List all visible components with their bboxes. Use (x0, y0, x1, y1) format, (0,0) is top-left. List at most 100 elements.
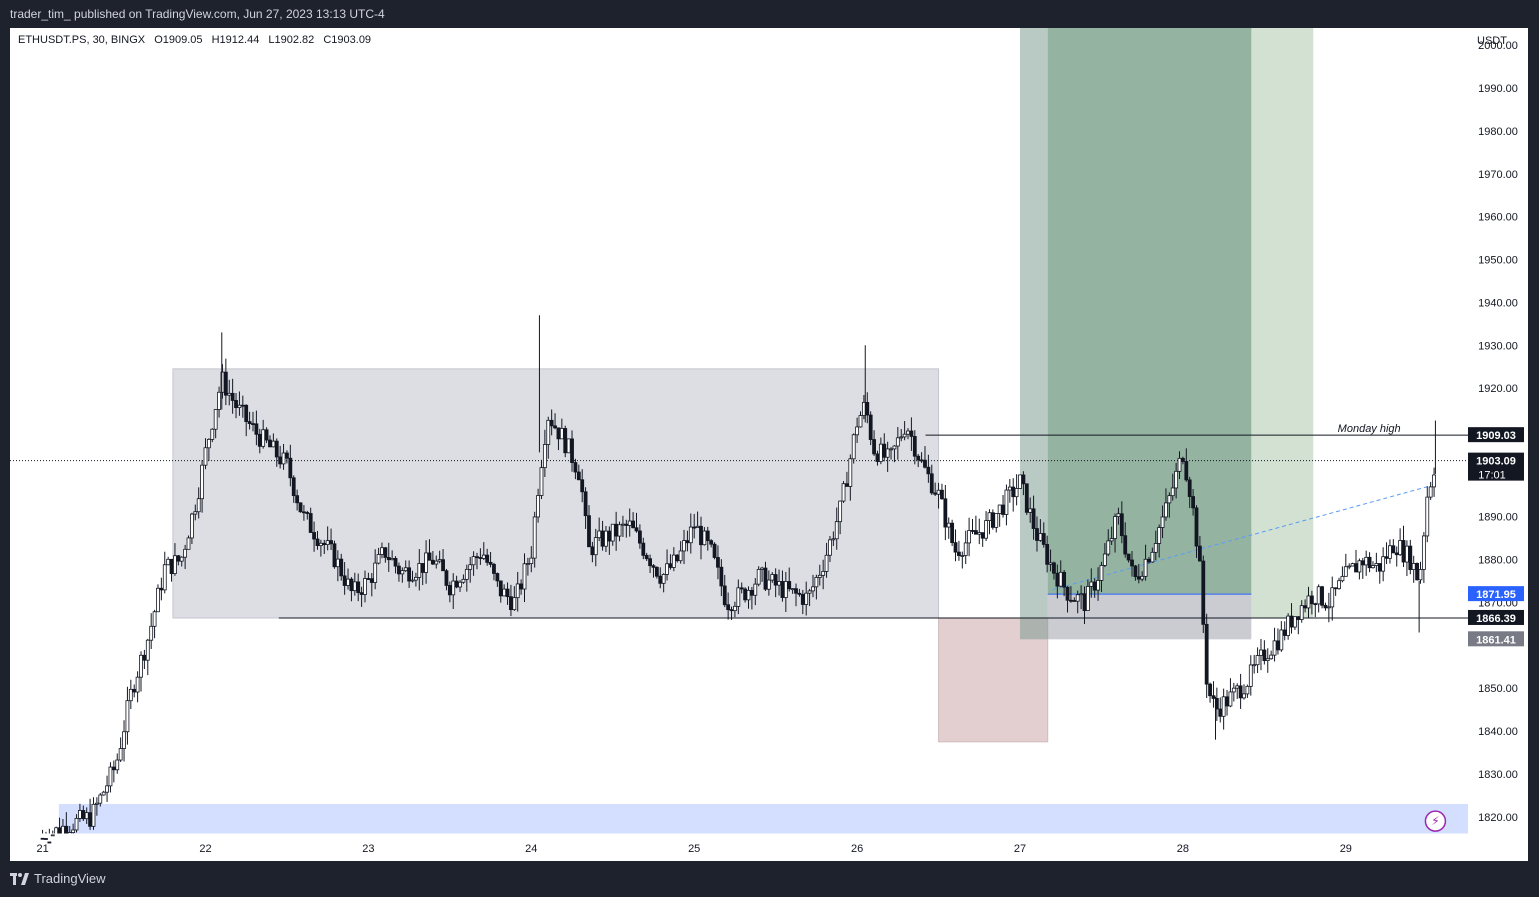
candle-body-76 (298, 502, 303, 513)
legend-open: O1909.05 (154, 34, 203, 46)
candle-body-304 (1072, 600, 1077, 602)
candle-body-249 (885, 448, 890, 458)
candle-body-345 (1211, 695, 1216, 699)
candle-body-237 (845, 483, 849, 487)
candle-body-75 (295, 495, 300, 504)
candle-body-211 (756, 569, 761, 585)
candle-body-329 (1157, 527, 1162, 544)
candle-body-9 (71, 829, 76, 834)
price-label-4: 1861.41 (1476, 634, 1516, 646)
candle-body-47 (200, 464, 204, 500)
candle-body-107 (403, 567, 408, 572)
time-tick-0: 21 (36, 843, 48, 855)
candle-body-239 (851, 434, 856, 460)
candle-body-191 (688, 526, 693, 544)
price-tick-11: 1880.00 (1478, 555, 1518, 567)
candle-body-15 (91, 803, 96, 827)
candle-body-7 (64, 825, 69, 835)
candle-body-31 (145, 639, 150, 661)
tradingview-logo-icon (10, 872, 29, 885)
candle-body-132 (488, 561, 493, 565)
candle-body-351 (1231, 687, 1236, 693)
candle-body-193 (695, 525, 700, 528)
candle-body-335 (1177, 457, 1182, 472)
candle-body-374 (1309, 595, 1314, 605)
candle-body-69 (274, 440, 279, 458)
candle-body-77 (302, 511, 306, 514)
candle-body-178 (644, 554, 649, 560)
tradingview-logo[interactable]: TradingView (10, 871, 106, 886)
candle-body-305 (1075, 594, 1080, 602)
candle-body-321 (1130, 559, 1134, 567)
candle-body-45 (193, 511, 198, 515)
candle-body-64 (257, 433, 262, 447)
candle-body-286 (1011, 486, 1016, 498)
candle-body-190 (685, 540, 690, 544)
chart-frame[interactable]: Monday high ⚡ USDT 2000.00 1990.00 1980.00 197… (10, 28, 1528, 861)
countdown-label: 17:01 (1478, 470, 1506, 482)
price-tick-7: 1930.00 (1478, 340, 1518, 352)
candle-body-54 (223, 371, 228, 396)
candle-body-377 (1320, 586, 1324, 606)
candle-body-246 (875, 453, 880, 462)
price-label-3: 1866.39 (1476, 613, 1516, 625)
candle-body-402 (1405, 545, 1409, 563)
candle-body-4 (54, 827, 59, 835)
candle-body-322 (1133, 565, 1138, 578)
candle-body-155 (566, 438, 571, 454)
candle-body-366 (1282, 629, 1287, 636)
candle-body-233 (831, 538, 836, 541)
legend-low: L1902.82 (268, 34, 315, 46)
candle-body-380 (1330, 587, 1335, 608)
candle-body-383 (1340, 575, 1345, 582)
candle-body-226 (807, 590, 812, 594)
candle-body-160 (583, 491, 588, 517)
legend-close: C1903.09 (323, 34, 372, 46)
candle-body-336 (1181, 457, 1185, 462)
candle-body-89 (342, 575, 347, 586)
candle-body-268 (950, 522, 955, 544)
price-tick-4: 1960.00 (1478, 212, 1518, 224)
candle-body-62 (251, 423, 255, 425)
candle-body-129 (478, 557, 483, 559)
candle-body-301 (1062, 571, 1067, 588)
candle-body-5 (57, 827, 62, 835)
price-label-1: 1903.09 (1476, 456, 1516, 468)
candle-body-117 (437, 559, 442, 562)
candle-body-294 (1038, 533, 1043, 541)
candle-body-171 (621, 523, 625, 526)
candle-body-316 (1113, 516, 1117, 539)
candle-body-58 (237, 404, 242, 409)
candle-body-273 (967, 530, 972, 544)
candle-body-224 (800, 593, 805, 605)
candle-body-266 (943, 498, 948, 528)
candle-body-128 (475, 556, 479, 559)
candle-body-399 (1394, 552, 1399, 556)
candle-body-200 (719, 566, 724, 587)
candle-body-24 (122, 731, 126, 749)
candle-body-231 (824, 554, 829, 572)
candle-body-151 (553, 425, 557, 429)
candle-body-312 (1099, 565, 1104, 581)
candle-body-48 (203, 447, 208, 466)
candle-body-281 (994, 513, 999, 528)
candle-body-213 (763, 567, 768, 590)
candle-body-95 (363, 578, 367, 595)
candle-body-166 (604, 530, 608, 547)
candle-body-20 (108, 766, 113, 787)
candle-body-170 (617, 524, 622, 537)
candle-body-207 (743, 588, 748, 601)
candle-body-222 (794, 588, 798, 594)
candle-body-108 (407, 567, 412, 582)
candle-body-120 (447, 585, 452, 596)
candle-body-385 (1347, 565, 1352, 568)
candle-body-136 (502, 588, 507, 597)
candle-body-145 (532, 516, 537, 559)
candle-body-22 (115, 759, 120, 771)
candle-body-387 (1354, 563, 1358, 573)
time-tick-4: 25 (688, 843, 700, 855)
candle-body-185 (668, 563, 673, 568)
candle-body-267 (946, 522, 951, 528)
candle-body-227 (811, 586, 815, 592)
